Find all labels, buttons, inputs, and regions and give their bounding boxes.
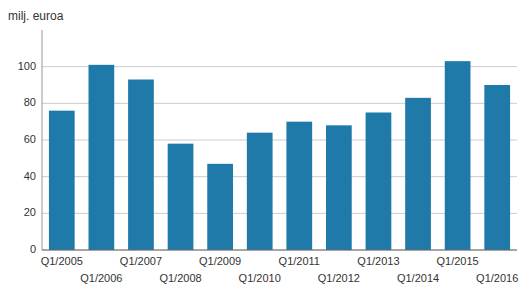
x-tick-label: Q1/2009 — [199, 255, 241, 267]
bars — [49, 61, 510, 250]
bar — [405, 98, 431, 250]
chart-container: 0 20 40 60 80 100 Q1/2005 Q1/2006 Q1/2007 Q1/2008… — [0, 0, 529, 302]
bar — [247, 133, 273, 250]
y-ticks: 0 20 40 60 80 100 — [18, 60, 36, 255]
chart-svg: 0 20 40 60 80 100 Q1/2005 Q1/2006 Q1/2007 Q1/2008… — [0, 0, 529, 302]
x-tick-label: Q1/2011 — [279, 255, 320, 267]
y-tick-label: 60 — [24, 133, 36, 145]
y-tick-label: 20 — [24, 206, 36, 218]
x-axis-line — [42, 250, 517, 251]
x-tick-label: Q1/2006 — [80, 272, 122, 284]
bar — [484, 85, 510, 250]
bar — [445, 61, 471, 250]
y-axis-label: milj. euroa — [8, 9, 64, 23]
x-labels: Q1/2005 Q1/2006 Q1/2007 Q1/2008 Q1/2009 Q1/20… — [41, 255, 519, 284]
bar — [286, 122, 312, 250]
x-tick-label: Q1/2005 — [41, 255, 83, 267]
y-tick-label: 0 — [30, 243, 36, 255]
x-tick-label: Q1/2008 — [159, 272, 201, 284]
bar — [49, 111, 75, 250]
x-tick-label: Q1/2015 — [437, 255, 479, 267]
y-tick-label: 80 — [24, 96, 36, 108]
x-tick-label: Q1/2010 — [239, 272, 281, 284]
grid-line — [42, 250, 517, 251]
bar — [168, 144, 194, 250]
bar — [207, 164, 233, 250]
bar — [366, 113, 392, 251]
x-tick-label: Q1/2013 — [357, 255, 399, 267]
x-tick-label: Q1/2016 — [476, 272, 518, 284]
y-tick-label: 40 — [24, 170, 36, 182]
x-tick-label: Q1/2007 — [120, 255, 162, 267]
y-axis-line — [42, 30, 43, 250]
x-tick-label: Q1/2014 — [397, 272, 439, 284]
bar — [326, 125, 352, 250]
x-tick-label: Q1/2012 — [318, 272, 360, 284]
y-tick-label: 100 — [18, 60, 36, 72]
bar — [89, 65, 115, 250]
bar — [128, 80, 154, 251]
